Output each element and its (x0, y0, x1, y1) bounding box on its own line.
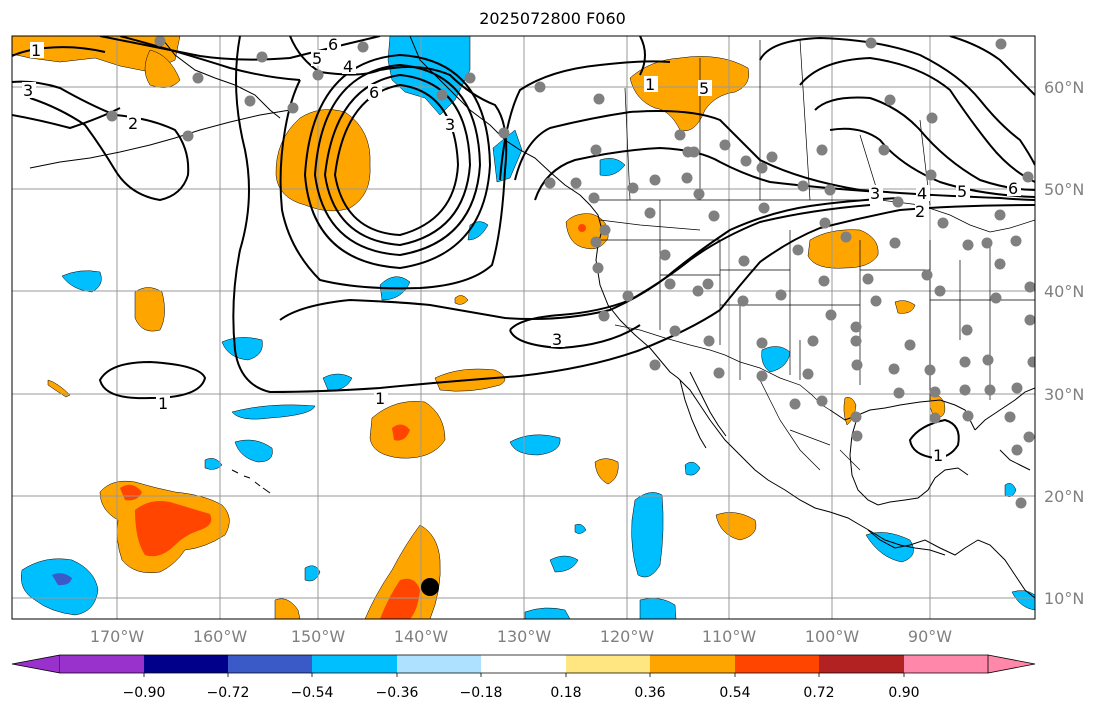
colorbar-swatch (228, 655, 312, 673)
lon-label: 120°W (600, 627, 655, 646)
contour-label: 6 (369, 83, 379, 102)
contour-label: 3 (23, 81, 33, 100)
colorbar-tick: 0.72 (803, 685, 834, 701)
map-title: 2025072800 F060 (479, 9, 626, 28)
contour-label: 1 (375, 389, 385, 408)
contour-label: 5 (699, 79, 709, 98)
lon-label: 140°W (394, 627, 449, 646)
lat-label: 10°N (1044, 589, 1084, 608)
contour-label: 4 (343, 57, 353, 76)
station-markers (106, 36, 1035, 509)
contour-label: 6 (1008, 179, 1018, 198)
contour-label: 3 (870, 184, 880, 203)
colorbar: −0.90 −0.72 −0.54 −0.36 −0.18 0.18 0.36 … (11, 654, 1036, 701)
contour-label: 5 (312, 49, 322, 68)
colorbar-tick: −0.90 (123, 685, 166, 701)
contour-label: 3 (552, 330, 562, 349)
contour-labels: 1 3 2 5 6 4 6 1 2 3 5 3 4 5 (22, 35, 1021, 465)
colorbar-swatch (397, 655, 481, 673)
colorbar-swatch (987, 654, 1036, 674)
lat-label: 30°N (1044, 385, 1084, 404)
colorbar-swatch (650, 655, 735, 673)
contour-label: 1 (31, 41, 41, 60)
colorbar-swatch (144, 655, 228, 673)
latitude-labels: 60°N 50°N 40°N 30°N 20°N 10°N (1044, 78, 1084, 608)
lon-label: 150°W (291, 627, 346, 646)
colorbar-swatch (819, 655, 904, 673)
lon-label: 170°W (90, 627, 145, 646)
colorbar-swatch (735, 655, 819, 673)
contour-label: 1 (645, 75, 655, 94)
contour-label: 4 (917, 184, 927, 203)
colorbar-tick: −0.18 (460, 685, 503, 701)
contour-label: 1 (933, 446, 943, 465)
colorbar-swatch (11, 654, 61, 674)
lat-label: 20°N (1044, 487, 1084, 506)
colorbar-tick: −0.36 (376, 685, 419, 701)
lon-label: 160°W (193, 627, 248, 646)
colorbar-tick: −0.54 (291, 685, 334, 701)
colorbar-tick: 0.18 (550, 685, 581, 701)
lon-label: 100°W (805, 627, 860, 646)
contour-label: 1 (158, 394, 168, 413)
lon-label: 110°W (702, 627, 757, 646)
lat-label: 60°N (1044, 78, 1084, 97)
colorbar-swatch (312, 655, 397, 673)
contour-label: 3 (445, 115, 455, 134)
lat-label: 40°N (1044, 282, 1084, 301)
lon-label: 130°W (497, 627, 552, 646)
colorbar-tick: 0.54 (719, 685, 750, 701)
colorbar-swatch (904, 655, 988, 673)
colorbar-swatch (566, 655, 650, 673)
contour-label: 2 (915, 202, 925, 221)
colorbar-tick: −0.72 (207, 685, 250, 701)
longitude-labels: 170°W 160°W 150°W 140°W 130°W 120°W 110°… (90, 627, 952, 646)
colorbar-swatch (60, 655, 144, 673)
lat-label: 50°N (1044, 180, 1084, 199)
colorbar-tick: 0.36 (634, 685, 665, 701)
contour-label: 5 (957, 182, 967, 201)
contour-label: 2 (128, 114, 138, 133)
location-marker (421, 578, 439, 596)
contour-label: 6 (328, 35, 338, 54)
colorbar-swatch (481, 655, 566, 673)
lon-label: 90°W (908, 627, 952, 646)
colorbar-tick: 0.90 (888, 685, 919, 701)
